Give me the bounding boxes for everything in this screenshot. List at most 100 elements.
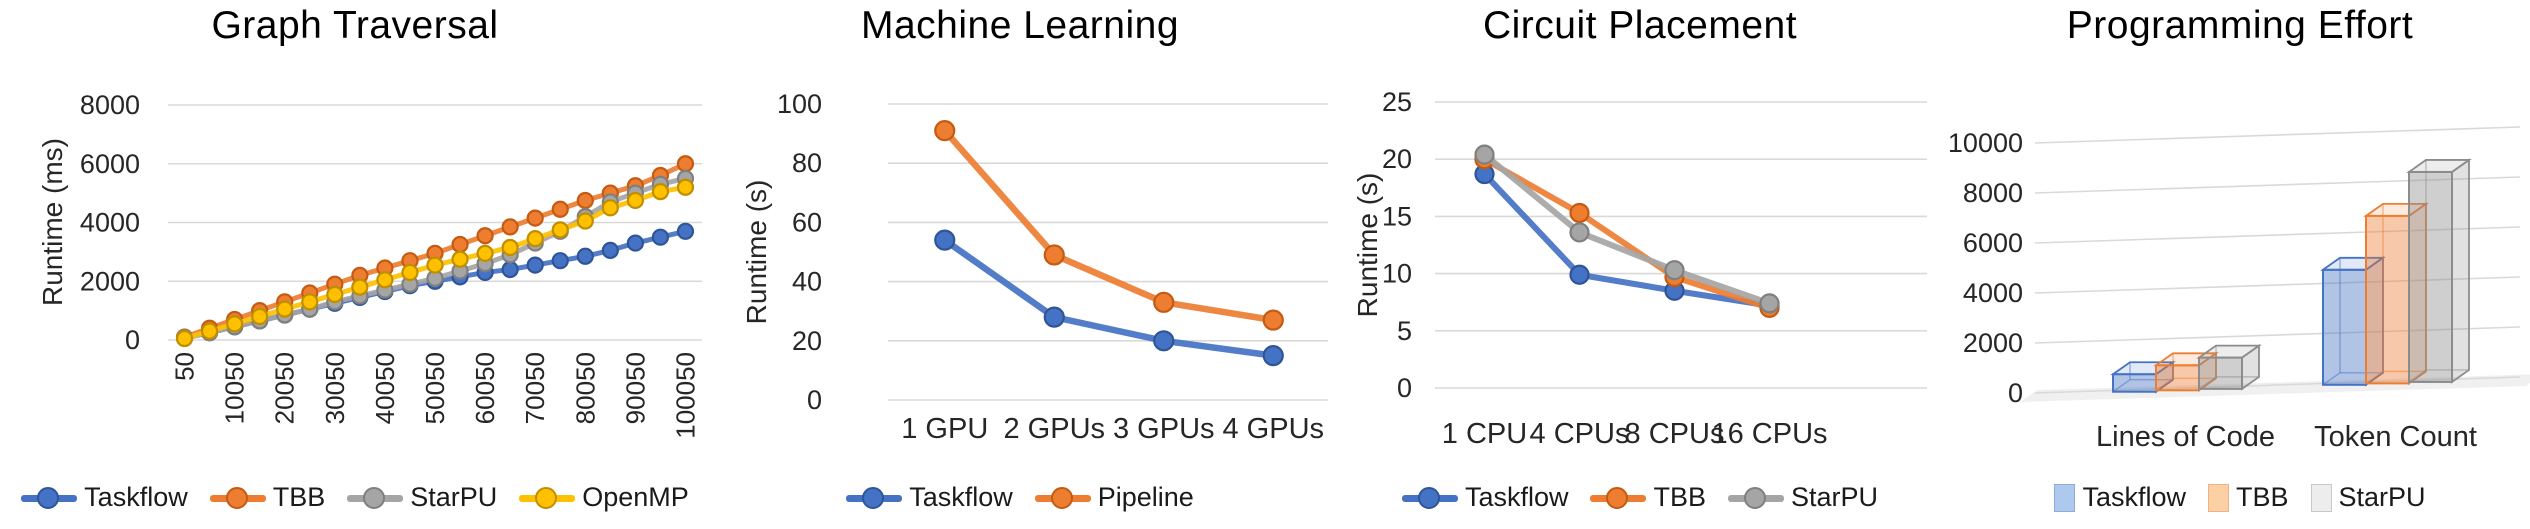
- data-point: [175, 329, 194, 348]
- svg-text:1 GPU: 1 GPU: [901, 413, 988, 445]
- data-point: [1153, 330, 1175, 352]
- legend-swatch: [2310, 483, 2332, 512]
- bar-starpu-1: [2406, 158, 2472, 384]
- svg-text:60050: 60050: [470, 352, 500, 424]
- data-point: [576, 247, 594, 265]
- svg-text:20050: 20050: [270, 352, 300, 424]
- data-point: [451, 250, 469, 268]
- legend-label: StarPU: [2338, 482, 2426, 512]
- svg-text:4000: 4000: [1963, 278, 2023, 308]
- gridlines: [168, 104, 702, 341]
- data-point: [526, 230, 544, 248]
- data-point: [1664, 260, 1685, 281]
- svg-text:15: 15: [1382, 201, 1412, 231]
- svg-text:50: 50: [170, 352, 200, 381]
- svg-text:60: 60: [792, 207, 822, 237]
- data-point: [1153, 291, 1175, 313]
- svg-text:10050: 10050: [220, 352, 250, 424]
- data-point: [376, 271, 394, 289]
- svg-text:100050: 100050: [670, 352, 700, 439]
- data-point: [934, 229, 956, 251]
- data-point: [676, 178, 695, 196]
- gridlines: [2034, 126, 2521, 394]
- series-pipeline: [934, 120, 1284, 331]
- bar-tbb-1: [2363, 202, 2429, 386]
- svg-text:3 GPUs: 3 GPUs: [1113, 413, 1215, 445]
- data-point: [501, 260, 519, 279]
- svg-text:90050: 90050: [620, 352, 650, 424]
- svg-text:2000: 2000: [80, 266, 140, 296]
- legend: Taskflow TBB StarPU OpenMP: [0, 482, 710, 513]
- legend-marker: [846, 486, 903, 510]
- data-point: [1043, 306, 1065, 328]
- svg-text:100: 100: [777, 89, 822, 119]
- chart-circuit-placement: Circuit Placement Runtime (s) 0 5 10 15 20 25…: [1330, 0, 1950, 529]
- legend: Taskflow TBB StarPU: [1950, 482, 2530, 513]
- svg-text:5: 5: [1397, 316, 1412, 346]
- svg-text:6000: 6000: [1963, 228, 2023, 258]
- svg-text:40: 40: [792, 267, 822, 297]
- svg-text:Lines of Code: Lines of Code: [2096, 421, 2275, 453]
- plot-area: 0 20 40 60 80 100 1 GPU 2 GPUs 3 GPUs 4 GPUs: [777, 89, 1328, 445]
- data-point: [526, 209, 544, 227]
- series-openmp: [175, 178, 695, 348]
- data-point: [626, 191, 644, 210]
- legend-marker: [21, 486, 78, 510]
- legend-marker: [1401, 486, 1458, 510]
- data-point: [326, 285, 344, 304]
- svg-text:Token Count: Token Count: [2314, 421, 2477, 453]
- data-point: [226, 315, 244, 333]
- data-point: [1474, 144, 1495, 165]
- svg-text:25: 25: [1382, 87, 1412, 117]
- legend-swatch: [2207, 483, 2229, 512]
- svg-text:16 CPUs: 16 CPUs: [1711, 418, 1827, 450]
- y-tick-labels: 0 2000 4000 6000 8000 10000: [1950, 128, 2023, 408]
- legend-item-pipeline: Pipeline: [1034, 482, 1194, 513]
- svg-text:0: 0: [125, 325, 140, 355]
- svg-text:0: 0: [1397, 373, 1412, 403]
- legend-item-tbb: TBB: [2207, 482, 2289, 513]
- legend-label: Taskflow: [2082, 482, 2186, 512]
- svg-text:40050: 40050: [370, 352, 400, 424]
- data-point: [401, 263, 419, 282]
- svg-text:4 CPUs: 4 CPUs: [1530, 418, 1630, 450]
- svg-text:2 GPUs: 2 GPUs: [1003, 413, 1105, 445]
- legend-item-starpu: StarPU: [1728, 482, 1878, 513]
- svg-text:50050: 50050: [420, 352, 450, 424]
- chart-programming-effort: Programming Effort 0 2000 4000 6000 8000 1000…: [1950, 0, 2530, 529]
- svg-text:0: 0: [807, 385, 822, 415]
- data-point: [476, 244, 494, 262]
- legend-item-starpu: StarPU: [347, 482, 497, 513]
- legend-label: TBB: [1653, 482, 1706, 512]
- data-point: [1262, 309, 1284, 331]
- legend-label: StarPU: [1791, 482, 1879, 512]
- plot-area: 0 2000 4000 6000 8000 10000 Lines of Code Token…: [1950, 126, 2530, 453]
- legend-marker: [1728, 486, 1784, 510]
- data-point: [1262, 345, 1284, 367]
- legend-label: Taskflow: [1464, 482, 1569, 512]
- legend-label: Taskflow: [84, 482, 188, 512]
- legend-item-taskflow: Taskflow: [2054, 482, 2186, 513]
- bar-tbb-0: [2153, 351, 2219, 393]
- legend-item-tbb: TBB: [1590, 482, 1706, 513]
- legend-item-starpu: StarPU: [2310, 482, 2426, 513]
- legend-label: StarPU: [410, 482, 498, 512]
- legend-label: OpenMP: [582, 482, 689, 512]
- bar-starpu-0: [2196, 343, 2262, 391]
- svg-text:80050: 80050: [570, 352, 600, 424]
- legend-marker: [519, 486, 576, 510]
- data-point: [551, 252, 569, 270]
- data-point: [1759, 293, 1780, 314]
- data-point: [276, 300, 294, 318]
- data-point: [451, 235, 469, 254]
- svg-text:20: 20: [1382, 144, 1412, 174]
- svg-text:4000: 4000: [80, 208, 140, 238]
- svg-text:8000: 8000: [1963, 178, 2023, 208]
- data-point: [626, 234, 644, 252]
- data-point: [651, 228, 670, 246]
- data-point: [251, 307, 269, 326]
- legend-item-taskflow: Taskflow: [1401, 482, 1569, 513]
- chart-title: Circuit Placement: [1482, 4, 1798, 47]
